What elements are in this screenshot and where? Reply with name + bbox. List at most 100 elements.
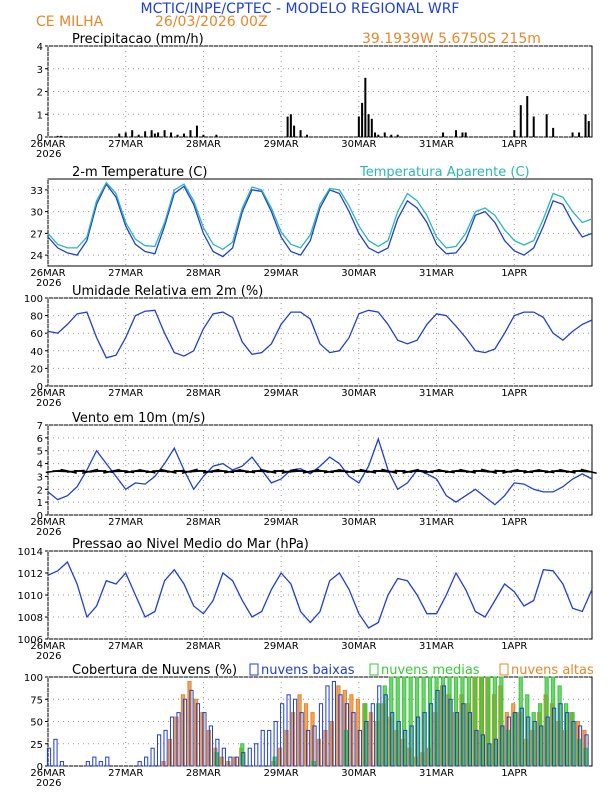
panel-2: 0 20 40 60 80 100 26MAR 27MAR 28MAR 29MAR 30MAR 31M… — [24, 284, 593, 409]
y-tick-label: 80 — [30, 312, 43, 323]
bar — [163, 729, 168, 767]
bar — [46, 747, 52, 767]
bar — [338, 694, 343, 767]
y-tick-label: 20 — [30, 364, 43, 375]
bar — [176, 134, 179, 137]
y-tick-label: 75 — [30, 695, 43, 706]
series-line — [47, 182, 593, 258]
x-tick-label: 1APR — [501, 517, 527, 528]
x-tick-label: 27MAR — [108, 388, 143, 399]
bar — [289, 114, 292, 137]
bar — [421, 676, 426, 767]
bar — [587, 121, 590, 137]
bar — [363, 703, 368, 767]
bar — [544, 676, 549, 767]
bar — [487, 743, 492, 767]
x-tick-label: 27MAR — [108, 139, 143, 150]
x-tick-label: 1APR — [501, 641, 527, 652]
bar — [202, 712, 207, 767]
bar — [215, 738, 220, 767]
bar — [325, 685, 330, 767]
series-line — [47, 309, 593, 359]
bar — [461, 703, 466, 767]
bar — [403, 729, 408, 767]
bar — [422, 712, 427, 767]
bar — [357, 116, 360, 137]
bar — [513, 712, 518, 767]
bar — [377, 685, 382, 767]
y-tick-label: 3 — [37, 472, 43, 483]
series-line — [47, 181, 593, 251]
bar — [118, 133, 121, 137]
x-tick-label: 27MAR — [108, 517, 143, 528]
header-run: 26/03/2026 00Z — [155, 14, 268, 30]
bar — [157, 132, 160, 137]
y-tick-label: 1 — [37, 110, 43, 121]
y-tick-label: 25 — [30, 740, 43, 751]
bar — [254, 743, 259, 767]
x-tick-label: 29MAR — [264, 768, 299, 779]
series-line — [47, 437, 593, 506]
bar — [286, 694, 291, 767]
bar — [137, 134, 140, 137]
legend-label: Temperatura Aparente (C) — [359, 165, 530, 180]
x-year-label: 2026 — [36, 398, 61, 409]
bar — [189, 130, 192, 137]
panel-1: 24 27 30 33 26MAR 27MAR 28MAR 29MAR 30MAR 31MAR 1A… — [30, 165, 593, 289]
x-tick-label: 26MAR — [30, 768, 65, 779]
y-tick-label: 7 — [37, 421, 43, 432]
bar — [267, 729, 272, 767]
bar — [441, 685, 447, 767]
bar — [571, 721, 576, 767]
bar — [532, 721, 537, 767]
y-tick-label: 24 — [30, 251, 43, 262]
x-tick-label: 28MAR — [186, 388, 221, 399]
bar — [331, 680, 337, 767]
bar — [461, 132, 464, 137]
y-tick-label: 0 — [37, 382, 43, 393]
x-tick-label: 1APR — [501, 768, 527, 779]
bar — [453, 676, 459, 767]
bar — [480, 734, 486, 767]
y-tick-label: 6 — [37, 434, 43, 445]
bar — [576, 738, 582, 767]
bar — [584, 734, 589, 767]
y-tick-label: 27 — [30, 229, 43, 240]
bar — [383, 694, 388, 767]
bar — [526, 96, 529, 137]
x-tick-label: 26MAR — [30, 268, 65, 279]
bar — [169, 716, 175, 767]
bar — [364, 721, 369, 767]
y-tick-label: 5 — [37, 447, 43, 458]
bar — [343, 729, 349, 767]
bar — [240, 743, 245, 767]
bar — [500, 725, 505, 767]
bar — [150, 130, 153, 137]
x-year-label: 2026 — [36, 651, 61, 662]
x-tick-label: 27MAR — [108, 268, 143, 279]
bar — [105, 756, 110, 767]
bar — [351, 712, 356, 767]
bar — [215, 134, 218, 137]
x-tick-label: 28MAR — [186, 268, 221, 279]
bar — [383, 132, 386, 137]
bar — [312, 725, 317, 767]
bar — [170, 132, 173, 137]
y-tick-label: 40 — [30, 347, 43, 358]
y-tick-label: 1012 — [18, 569, 43, 580]
bar — [208, 725, 214, 767]
bar — [538, 703, 543, 767]
bar — [311, 761, 316, 767]
bar — [526, 716, 531, 767]
y-tick-label: 2 — [37, 88, 43, 99]
bar — [144, 756, 149, 767]
x-tick-label: 27MAR — [108, 768, 143, 779]
y-tick-label: 0 — [37, 762, 43, 773]
x-tick-label: 1APR — [501, 388, 527, 399]
header-location: CE MILHA — [36, 14, 104, 30]
header-title: MCTIC/INPE/CPTEC - MODELO REGIONAL WRF — [141, 1, 460, 17]
bar — [241, 752, 246, 767]
x-tick-label: 1APR — [501, 139, 527, 150]
y-tick-label: 3 — [37, 65, 43, 76]
panel-4: 1006 1008 1010 1012 1014 26MAR 27MAR 28MAR 29MAR… — [18, 537, 593, 662]
